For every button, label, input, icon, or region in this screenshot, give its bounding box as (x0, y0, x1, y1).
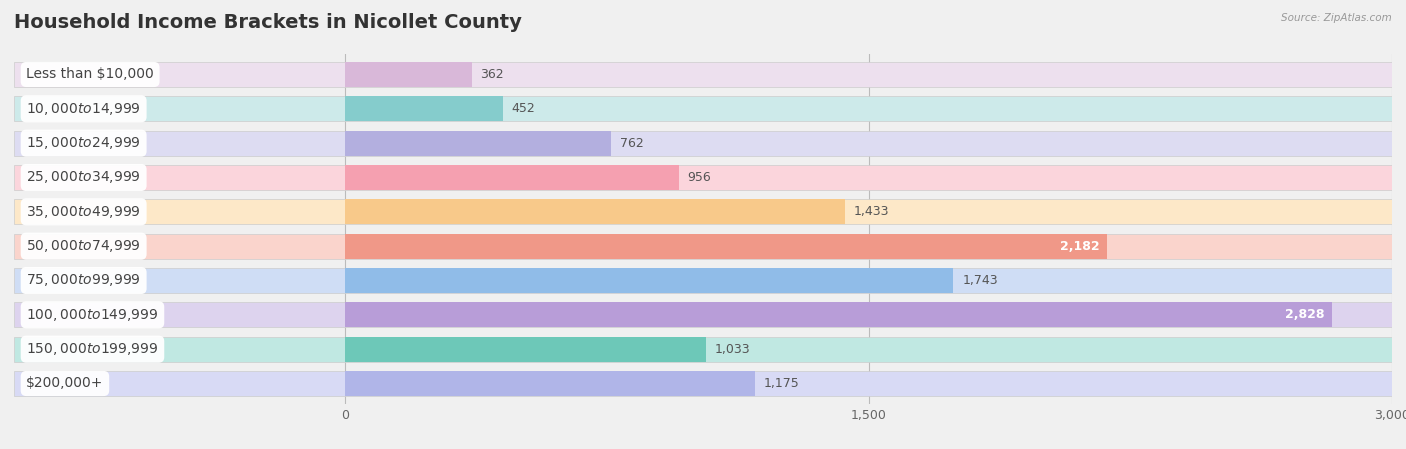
Bar (346, 268, 953, 293)
Text: Less than $10,000: Less than $10,000 (27, 67, 155, 81)
Bar (346, 337, 706, 361)
Bar (346, 234, 1107, 259)
Text: 1,033: 1,033 (714, 343, 751, 356)
Text: $25,000 to $34,999: $25,000 to $34,999 (27, 169, 141, 185)
Text: $10,000 to $14,999: $10,000 to $14,999 (27, 101, 141, 117)
Bar (14, 97, 1392, 121)
Bar (346, 199, 845, 224)
Text: 762: 762 (620, 136, 644, 150)
Bar (14, 165, 1392, 190)
Bar (14, 234, 1392, 259)
Bar (14, 337, 1392, 361)
Text: 1,743: 1,743 (962, 274, 998, 287)
Bar (14, 131, 1392, 155)
Text: $50,000 to $74,999: $50,000 to $74,999 (27, 238, 141, 254)
Text: 1,175: 1,175 (763, 377, 800, 390)
Text: 1,433: 1,433 (853, 205, 890, 218)
Bar (14, 303, 1392, 327)
Bar (14, 62, 1392, 87)
Text: $100,000 to $149,999: $100,000 to $149,999 (27, 307, 159, 323)
Text: 956: 956 (688, 171, 711, 184)
Text: Source: ZipAtlas.com: Source: ZipAtlas.com (1281, 13, 1392, 23)
Bar (346, 131, 612, 155)
Bar (14, 371, 1392, 396)
Bar (346, 165, 679, 190)
Text: $35,000 to $49,999: $35,000 to $49,999 (27, 204, 141, 220)
Bar (346, 303, 1331, 327)
Text: 452: 452 (512, 102, 536, 115)
Bar (346, 371, 755, 396)
Text: $75,000 to $99,999: $75,000 to $99,999 (27, 273, 141, 289)
Text: 2,182: 2,182 (1060, 240, 1099, 253)
Bar (14, 268, 1392, 293)
Bar (346, 62, 472, 87)
Bar (346, 97, 503, 121)
Text: Household Income Brackets in Nicollet County: Household Income Brackets in Nicollet Co… (14, 13, 522, 32)
Text: $200,000+: $200,000+ (27, 377, 104, 391)
Text: 362: 362 (481, 68, 505, 81)
Bar (14, 199, 1392, 224)
Text: $150,000 to $199,999: $150,000 to $199,999 (27, 341, 159, 357)
Text: 2,828: 2,828 (1285, 308, 1324, 321)
Text: $15,000 to $24,999: $15,000 to $24,999 (27, 135, 141, 151)
